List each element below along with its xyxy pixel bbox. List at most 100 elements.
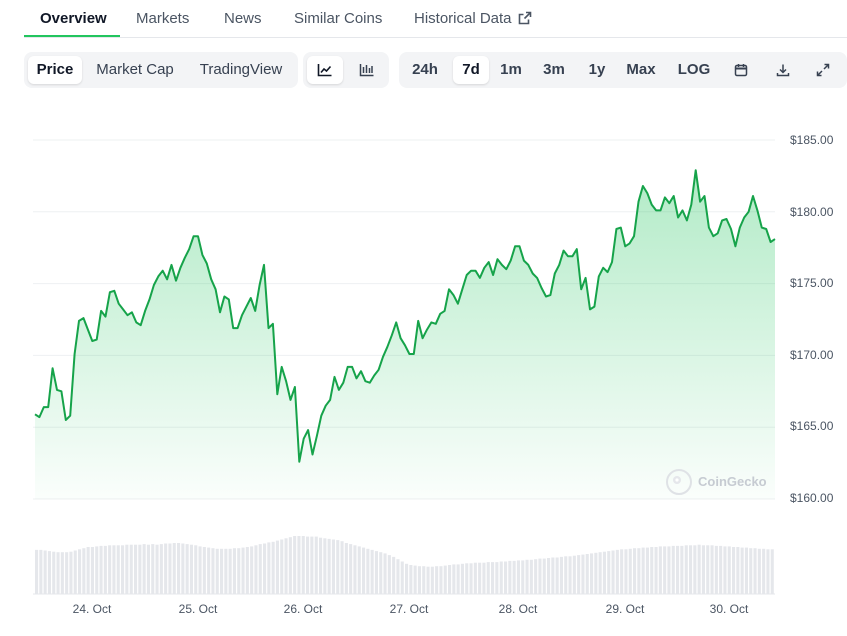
market-cap-mode-button[interactable]: Market Cap <box>96 61 174 78</box>
calendar-icon <box>734 64 748 77</box>
volume-bar <box>645 547 649 594</box>
range-3m-button[interactable]: 3m <box>543 61 565 78</box>
volume-bar <box>207 547 211 594</box>
volume-bar <box>508 560 512 594</box>
volume-bar <box>727 546 731 594</box>
log-scale-button[interactable]: LOG <box>677 61 711 78</box>
volume-bar <box>736 547 740 594</box>
volume-bar <box>164 543 168 594</box>
volume-bar <box>499 561 503 594</box>
volume-bar <box>129 544 133 594</box>
volume-bars <box>35 536 774 594</box>
volume-bar <box>254 545 258 594</box>
volume-bar <box>336 540 340 594</box>
volume-bar <box>762 548 766 594</box>
volume-bar <box>680 545 684 594</box>
volume-bar <box>177 543 181 594</box>
volume-bar <box>478 562 482 594</box>
volume-bar <box>39 549 43 594</box>
volume-bar <box>65 552 69 594</box>
price-mode-button[interactable]: Price <box>28 56 82 84</box>
volume-bar <box>374 551 378 594</box>
volume-bar <box>443 565 447 594</box>
coingecko-logo-icon <box>666 469 692 495</box>
volume-bar <box>155 544 159 594</box>
tab-historical-data[interactable]: Historical Data <box>414 10 532 27</box>
volume-bar <box>301 536 305 594</box>
volume-bar <box>220 548 224 594</box>
expand-icon <box>816 63 830 77</box>
range-1m-button[interactable]: 1m <box>500 61 522 78</box>
volume-bar <box>267 542 271 594</box>
volume-bar <box>86 547 90 594</box>
volume-bar <box>232 548 236 594</box>
volume-bar <box>387 555 391 594</box>
volume-bar <box>465 563 469 594</box>
volume-bar <box>684 545 688 594</box>
volume-bar <box>319 537 323 594</box>
volume-bar <box>284 538 288 594</box>
volume-bar <box>753 548 757 594</box>
volume-bar <box>60 552 64 594</box>
volume-bar <box>744 547 748 594</box>
volume-bar <box>740 547 744 594</box>
volume-bar <box>473 562 477 594</box>
line-chart-button[interactable] <box>307 56 343 84</box>
volume-bar <box>370 549 374 594</box>
fullscreen-button[interactable] <box>807 56 839 84</box>
tab-similar-coins[interactable]: Similar Coins <box>294 10 383 27</box>
y-tick-label: $170.00 <box>790 348 834 362</box>
volume-bar <box>435 566 439 594</box>
y-tick-label: $165.00 <box>790 419 834 433</box>
volume-bar <box>615 549 619 594</box>
tab-overview[interactable]: Overview <box>40 10 107 27</box>
volume-bar <box>637 548 641 594</box>
candlestick-chart-icon <box>359 64 374 77</box>
volume-bar <box>78 549 82 594</box>
volume-bar <box>452 564 456 594</box>
volume-bar <box>585 554 589 594</box>
tradingview-mode-button[interactable]: TradingView <box>199 61 283 78</box>
x-tick-label: 27. Oct <box>389 602 429 616</box>
download-icon <box>776 64 790 77</box>
y-tick-label: $185.00 <box>790 133 834 147</box>
tab-markets[interactable]: Markets <box>136 10 190 27</box>
volume-bar <box>426 566 430 594</box>
volume-bar <box>172 543 176 594</box>
volume-bar <box>456 564 460 594</box>
y-tick-label: $180.00 <box>790 205 834 219</box>
volume-bar <box>138 544 142 594</box>
volume-bar <box>525 559 529 594</box>
range-7d-button[interactable]: 7d <box>453 56 489 84</box>
range-1y-button[interactable]: 1y <box>588 61 606 78</box>
volume-bar <box>555 557 559 594</box>
x-tick-label: 26. Oct <box>283 602 323 616</box>
volume-bar <box>430 566 434 594</box>
volume-bar <box>310 536 314 594</box>
download-button[interactable] <box>767 56 799 84</box>
volume-bar <box>719 545 723 594</box>
candlestick-chart-button[interactable] <box>349 56 385 84</box>
range-max-button[interactable]: Max <box>626 61 656 78</box>
volume-bar <box>340 541 344 594</box>
volume-bar <box>142 544 146 594</box>
volume-bar <box>706 545 710 594</box>
range-24h-button[interactable]: 24h <box>412 61 438 78</box>
volume-bar <box>116 545 120 594</box>
volume-bar <box>344 543 348 594</box>
volume-bar <box>134 544 138 594</box>
volume-bar <box>379 552 383 594</box>
calendar-button[interactable] <box>725 56 757 84</box>
tab-news[interactable]: News <box>224 10 262 27</box>
volume-bar <box>362 547 366 594</box>
volume-bar <box>35 549 39 594</box>
volume-bar <box>581 554 585 594</box>
volume-bar <box>559 556 563 594</box>
volume-bar <box>43 550 47 594</box>
volume-bar <box>654 547 658 594</box>
volume-bar <box>121 545 125 594</box>
volume-bar <box>697 544 701 594</box>
volume-bar <box>594 552 598 594</box>
volume-bar <box>202 547 206 594</box>
